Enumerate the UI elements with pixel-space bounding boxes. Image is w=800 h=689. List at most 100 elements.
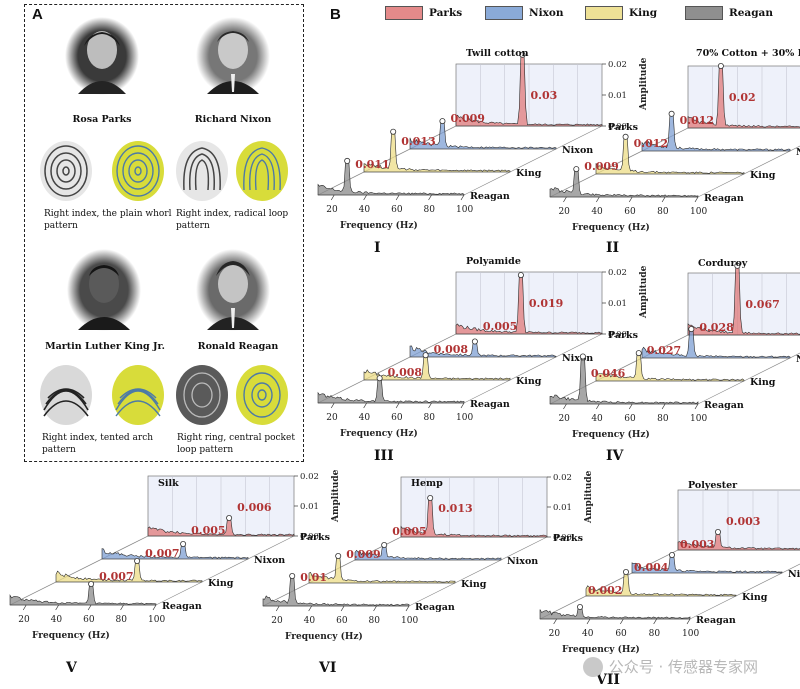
x-tick — [694, 196, 699, 203]
x-tick — [308, 605, 312, 612]
depth-label: Nixon — [796, 147, 800, 158]
series-area-nixon — [409, 341, 557, 358]
peak-marker — [579, 353, 586, 360]
peak-marker — [519, 51, 526, 58]
x-tick — [373, 605, 377, 612]
depth-label: King — [742, 592, 768, 603]
name-reagan: Ronald Reagan — [197, 341, 279, 352]
fingerprints-parks — [36, 140, 178, 202]
chart-iv: 0.060.030.00Amplitude0.067Parks0.028Nixo… — [549, 258, 800, 464]
value-label: 0.002 — [588, 584, 622, 597]
x-tick — [330, 402, 335, 409]
legend-label-king: King — [629, 7, 658, 19]
name-king: Martin Luther King Jr. — [45, 341, 165, 352]
peak-marker — [88, 581, 95, 588]
x-tick — [596, 196, 600, 203]
depth-label: Parks — [300, 532, 330, 543]
x-tick-label: 100 — [401, 616, 418, 626]
z-tick-label: 0.01 — [553, 503, 572, 513]
legend-swatch-nixon — [485, 6, 523, 20]
x-tick-label: 100 — [682, 629, 699, 639]
x-tick — [628, 196, 633, 203]
z-tick-label: 0.01 — [608, 299, 627, 309]
chart-ii: 0.02 0.01 0.00 Amplitude 0.02 Parks 0.012 Nixon… — [549, 48, 800, 256]
x-tick-label: 40 — [582, 629, 594, 639]
chart-vi: 0.02 0.01 0.00 Amplitude 0.013 Parks 0.005 Nixo… — [262, 470, 594, 676]
z-tick-label: 0.01 — [300, 502, 319, 512]
z-tick-label: 0.00 — [608, 122, 627, 132]
panel-b-letter: B — [330, 6, 341, 23]
series-area-king — [585, 571, 737, 597]
value-label: 0.012 — [680, 114, 714, 127]
value-label: 0.003 — [680, 538, 714, 551]
x-tick — [120, 604, 124, 611]
value-label: 0.003 — [726, 515, 760, 528]
depth-label: Nixon — [796, 354, 800, 365]
chart-roman-label: III — [374, 448, 394, 464]
x-tick — [686, 618, 691, 625]
floor-edge — [549, 334, 689, 405]
x-tick — [395, 402, 400, 409]
x-axis-label: Frequency (Hz) — [340, 428, 418, 439]
name-parks: Rosa Parks — [72, 114, 132, 125]
fingerprints-reagan — [170, 364, 290, 426]
z-tick-label: 0.02 — [608, 268, 627, 278]
legend-item-parks: Parks — [385, 6, 485, 20]
floor-edge — [317, 125, 457, 196]
x-tick-label: 100 — [456, 205, 473, 215]
peak-marker — [180, 541, 187, 548]
depth-label: Nixon — [562, 145, 593, 156]
amplitude-label: Amplitude — [639, 57, 649, 111]
chart-roman-label: V — [65, 660, 78, 676]
depth-label: Reagan — [696, 615, 736, 626]
peak-marker — [669, 552, 676, 559]
x-tick-label: 20 — [558, 207, 570, 217]
watermark: 公众号 · 传感器专家网 — [582, 656, 758, 677]
chart-roman-label: VII — [595, 672, 620, 688]
x-tick — [553, 618, 557, 625]
peak-marker — [376, 375, 383, 382]
value-label: 0.009 — [346, 548, 380, 561]
wechat-icon — [582, 656, 603, 677]
series-area-king — [595, 352, 745, 382]
chart-v: 0.02 0.01 0.00 Amplitude 0.006 Parks 0.005 Nixo… — [9, 469, 341, 676]
x-tick — [428, 402, 432, 409]
value-label: 0.008 — [434, 343, 469, 356]
value-label: 0.019 — [529, 297, 563, 310]
value-label: 0.027 — [647, 344, 681, 357]
x-axis-label: Frequency (Hz) — [572, 429, 650, 440]
panel-a-letter: A — [32, 6, 43, 23]
portrait-king — [66, 248, 142, 332]
x-tick-label: 40 — [591, 414, 603, 424]
chart-roman-label: VI — [318, 660, 336, 676]
series-area-king — [595, 136, 745, 175]
x-tick-label: 80 — [657, 207, 669, 217]
depth-label: Nixon — [788, 569, 800, 580]
series-area-parks — [147, 517, 295, 537]
peak-marker — [471, 338, 478, 345]
value-label: 0.005 — [483, 320, 517, 333]
legend-label-parks: Parks — [429, 7, 463, 19]
x-tick-label: 100 — [690, 207, 707, 217]
depth-label: Reagan — [704, 400, 744, 411]
portrait-parks — [64, 16, 140, 96]
peak-marker — [688, 326, 695, 333]
fingerprints-nixon — [170, 140, 290, 202]
x-tick-label: 80 — [424, 413, 436, 423]
series-area-nixon — [354, 544, 502, 561]
floor-edge — [9, 535, 149, 606]
x-tick-label: 60 — [624, 207, 636, 217]
peak-marker — [422, 352, 429, 359]
value-label: 0.013 — [438, 502, 472, 515]
chart-title: Silk — [158, 478, 179, 489]
depth-label: Parks — [553, 533, 583, 544]
x-tick-label: 60 — [615, 629, 627, 639]
x-tick — [460, 194, 465, 201]
value-label: 0.013 — [401, 135, 435, 148]
depth-label: Reagan — [470, 399, 510, 410]
depth-label: Parks — [608, 122, 638, 133]
legend-label-nixon: Nixon — [529, 7, 564, 19]
portrait-reagan — [195, 248, 271, 332]
depth-label: Nixon — [254, 555, 285, 566]
